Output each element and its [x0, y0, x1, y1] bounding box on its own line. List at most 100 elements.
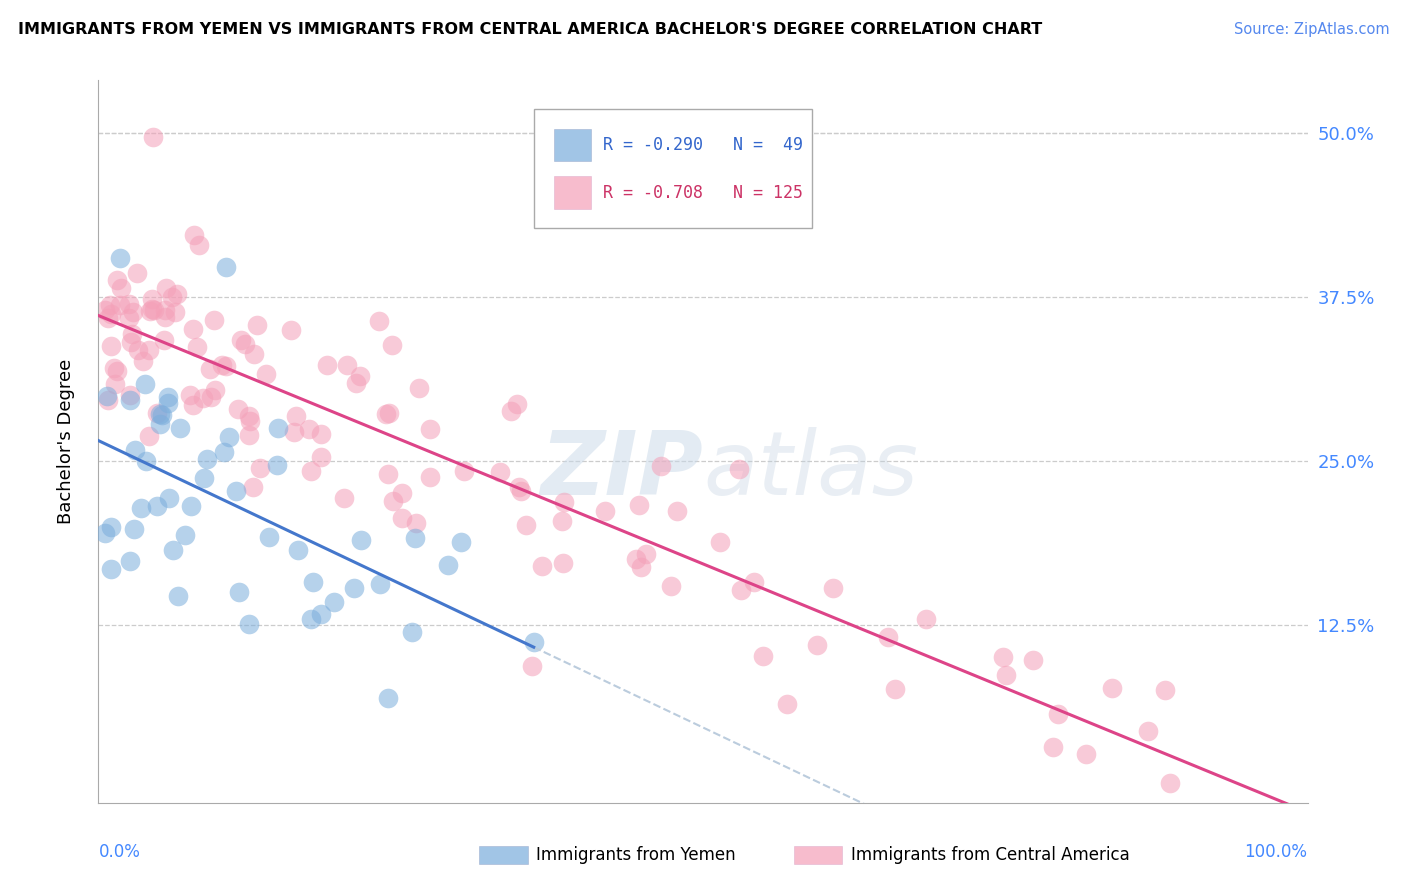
Point	[1136, 724, 1159, 739]
Point	[659, 579, 682, 593]
Point	[883, 681, 905, 696]
Point	[153, 310, 176, 324]
Point	[776, 697, 799, 711]
Point	[229, 333, 252, 347]
Point	[377, 406, 399, 420]
Point	[218, 429, 240, 443]
Point	[709, 535, 731, 549]
Point	[299, 464, 322, 478]
Point	[118, 311, 141, 326]
Point	[391, 486, 413, 500]
Point	[134, 377, 156, 392]
Point	[506, 397, 529, 411]
Point	[233, 337, 256, 351]
Point	[145, 406, 167, 420]
Point	[100, 520, 122, 534]
Point	[108, 298, 131, 312]
Point	[153, 333, 176, 347]
Text: R = -0.708   N = 125: R = -0.708 N = 125	[603, 184, 803, 202]
Point	[100, 307, 122, 321]
Point	[1101, 681, 1123, 695]
Text: 0.0%: 0.0%	[98, 843, 141, 861]
Point	[149, 407, 172, 421]
Point	[120, 388, 142, 402]
Bar	[479, 847, 527, 864]
Point	[806, 638, 828, 652]
Point	[198, 361, 221, 376]
Point	[453, 464, 475, 478]
Point	[156, 395, 179, 409]
Point	[1074, 747, 1097, 761]
Point	[118, 297, 141, 311]
Point	[523, 635, 546, 649]
Point	[212, 445, 235, 459]
Point	[419, 469, 441, 483]
Point	[211, 359, 233, 373]
Point	[134, 454, 156, 468]
Point	[200, 391, 222, 405]
Point	[333, 491, 356, 505]
Point	[242, 480, 264, 494]
Point	[322, 595, 344, 609]
Point	[93, 303, 115, 318]
Point	[118, 392, 141, 407]
Point	[508, 480, 530, 494]
Point	[138, 343, 160, 358]
Point	[120, 335, 142, 350]
Point	[195, 452, 218, 467]
Point	[228, 402, 250, 417]
FancyBboxPatch shape	[534, 109, 811, 228]
Point	[228, 584, 250, 599]
Point	[336, 358, 359, 372]
Point	[183, 227, 205, 242]
Point	[553, 556, 575, 570]
Point	[97, 393, 120, 408]
Point	[349, 369, 371, 384]
Point	[215, 359, 238, 373]
Point	[183, 398, 205, 412]
Point	[419, 422, 441, 436]
Text: Immigrants from Yemen: Immigrants from Yemen	[536, 846, 735, 863]
Point	[299, 611, 322, 625]
Point	[100, 562, 122, 576]
Point	[1154, 683, 1177, 698]
Point	[96, 389, 118, 403]
Point	[287, 542, 309, 557]
Point	[914, 612, 936, 626]
Point	[193, 471, 215, 485]
Point	[401, 625, 423, 640]
Point	[160, 290, 183, 304]
Point	[110, 251, 132, 265]
Point	[157, 491, 180, 505]
Point	[129, 500, 152, 515]
Point	[110, 281, 132, 295]
Point	[751, 648, 773, 663]
Point	[267, 421, 290, 435]
Point	[404, 531, 426, 545]
Point	[489, 465, 512, 479]
Point	[169, 420, 191, 434]
Point	[146, 500, 169, 514]
Text: Source: ZipAtlas.com: Source: ZipAtlas.com	[1233, 22, 1389, 37]
Point	[103, 360, 125, 375]
Point	[186, 341, 208, 355]
Point	[242, 347, 264, 361]
Point	[382, 494, 405, 508]
Point	[191, 391, 214, 405]
Point	[283, 425, 305, 439]
Point	[437, 558, 460, 573]
Point	[510, 483, 533, 498]
Point	[1042, 740, 1064, 755]
Point	[315, 359, 337, 373]
Point	[139, 304, 162, 318]
Point	[167, 589, 190, 603]
Point	[141, 301, 163, 316]
Point	[515, 517, 537, 532]
Point	[626, 552, 648, 566]
Point	[180, 500, 202, 514]
Point	[408, 381, 430, 395]
Point	[628, 498, 651, 512]
Point	[1022, 653, 1045, 667]
Y-axis label: Bachelor's Degree: Bachelor's Degree	[56, 359, 75, 524]
Point	[309, 450, 332, 465]
